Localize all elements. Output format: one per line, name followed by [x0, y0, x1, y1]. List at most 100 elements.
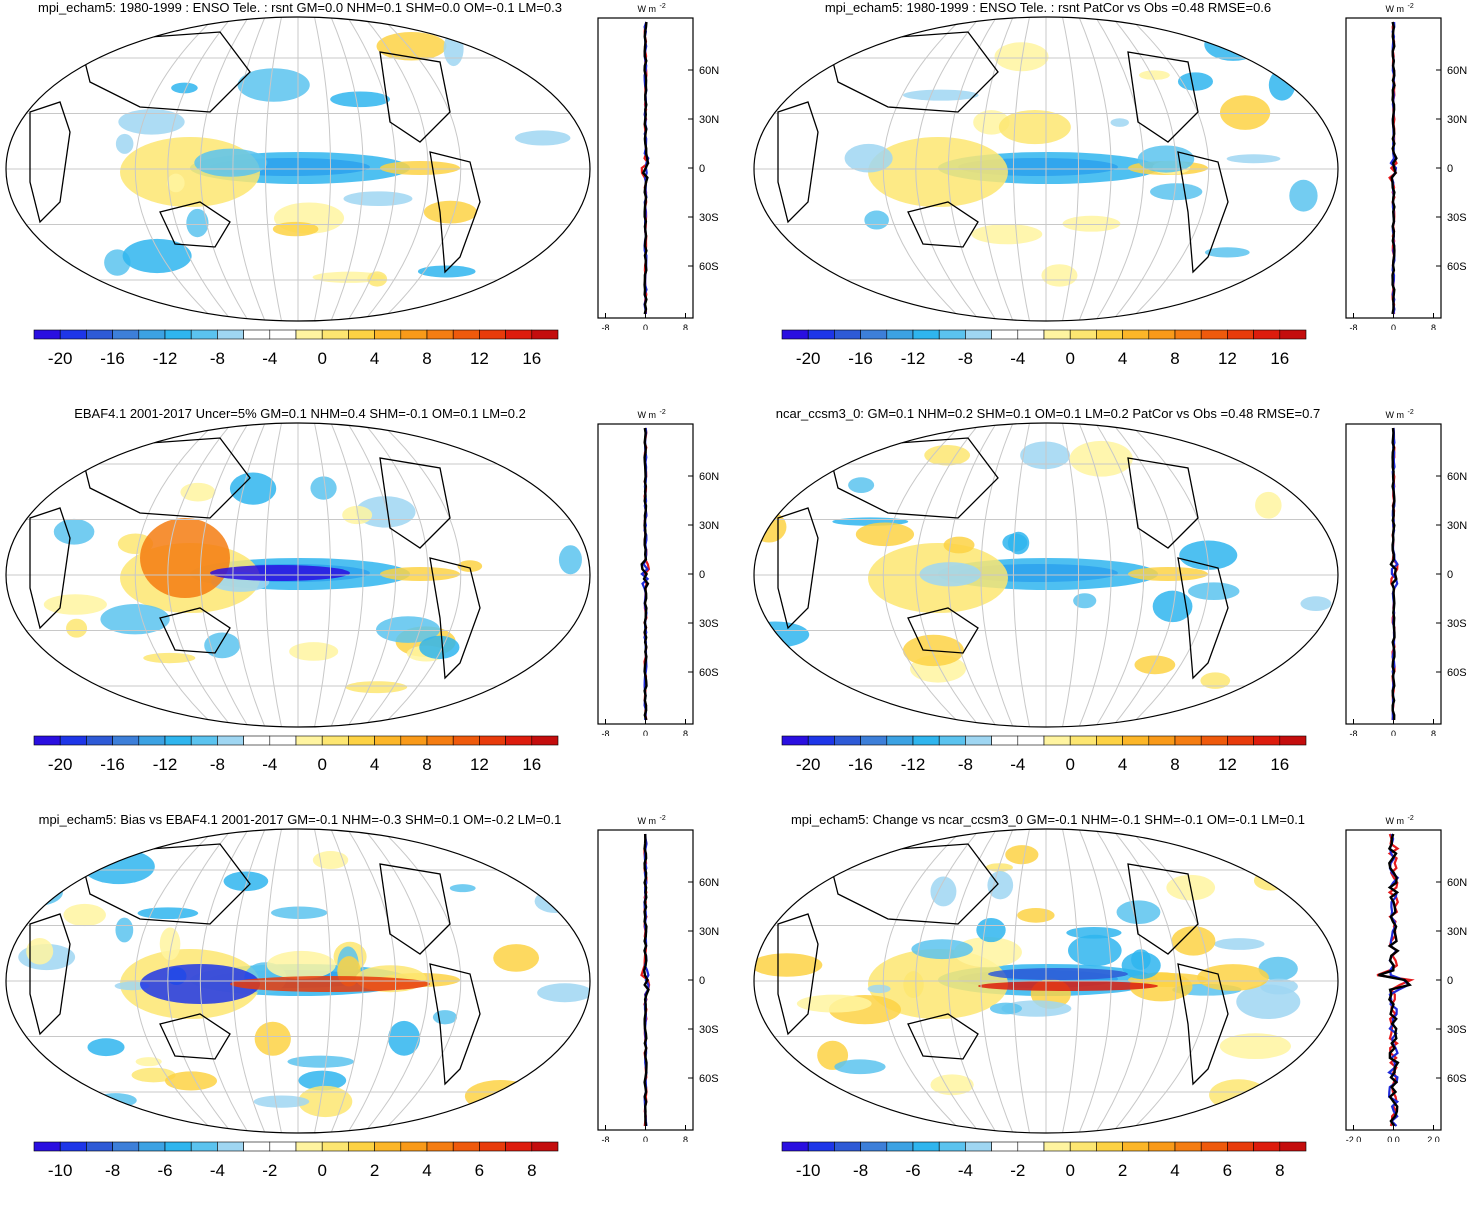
colorbar-swatch: [112, 735, 140, 746]
colorbar-label: -12: [153, 755, 178, 774]
colorbar: -10-8-6-4-20246810: [781, 1141, 1307, 1180]
map-outline: [5, 422, 591, 728]
colorbar-swatch: [33, 329, 61, 340]
colorbar-swatch: [965, 1141, 992, 1152]
colorbar-swatch: [269, 735, 297, 746]
colorbar-swatch: [400, 329, 428, 340]
units-label: W m: [638, 816, 657, 826]
colorbar-label: 12: [470, 755, 489, 774]
profile-tick-label: 0: [643, 729, 648, 736]
colorbar-swatch: [374, 329, 402, 340]
colorbar-label: -10: [796, 1161, 821, 1180]
profile-tick-label: -8: [1349, 323, 1357, 330]
map-panel: mpi_echam5: 1980-1999 : ENSO Tele. : rsn…: [0, 0, 740, 395]
colorbar-swatch: [1043, 735, 1071, 746]
colorbar-swatch: [965, 735, 992, 746]
colorbar: -10-8-6-4-20246810: [33, 1141, 559, 1180]
colorbar-label: -4: [262, 349, 277, 368]
profile-tick-label: 0: [643, 323, 648, 330]
colorbar-label: 0: [317, 349, 326, 368]
colorbar-swatch: [1253, 329, 1281, 340]
colorbar-label: -6: [905, 1161, 920, 1180]
colorbar-swatch: [452, 329, 480, 340]
colorbar-swatch: [1200, 735, 1228, 746]
profile-line-black_mean: [640, 427, 650, 721]
colorbar-swatch: [1069, 329, 1097, 340]
profile-tick-label: 8: [683, 323, 688, 330]
colorbar-swatch: [505, 735, 533, 746]
colorbar-label: 12: [1218, 349, 1237, 368]
colorbar-swatch: [531, 735, 559, 746]
colorbar-swatch: [938, 735, 966, 746]
colorbar-label: 16: [1270, 349, 1289, 368]
map-panel: EBAF4.1 2001-2017 Uncer=5% GM=0.1 NHM=0.…: [0, 406, 740, 801]
profile-tick-label: 0.0: [1387, 1135, 1400, 1142]
colorbar-swatch: [1174, 1141, 1202, 1152]
colorbar-label: -8: [958, 755, 973, 774]
units-superscript: -2: [660, 409, 666, 416]
colorbar-label: -20: [48, 755, 73, 774]
colorbar-swatch: [1200, 1141, 1228, 1152]
colorbar-swatch: [991, 735, 1019, 746]
colorbar-label: 4: [1118, 755, 1127, 774]
colorbar-label: 2: [370, 1161, 379, 1180]
colorbar-swatch: [1174, 735, 1202, 746]
colorbar-swatch: [86, 329, 113, 340]
lat-tick-label: 30S: [699, 1024, 719, 1036]
colorbar-label: -8: [958, 349, 973, 368]
colorbar-swatch: [269, 1141, 297, 1152]
units-superscript: -2: [1408, 409, 1414, 416]
colorbar-label: 8: [1170, 349, 1179, 368]
zonal-profile: W m -2 60N 30N 0 30S 60S -8 0 8: [1345, 3, 1467, 330]
colorbar-swatch: [479, 735, 506, 746]
colorbar-label: -16: [100, 755, 125, 774]
colorbar-swatch: [33, 1141, 61, 1152]
colorbar-label: 2: [1118, 1161, 1127, 1180]
colorbar-swatch: [1017, 1141, 1045, 1152]
colorbar-swatch: [834, 329, 861, 340]
colorbar-swatch: [112, 329, 140, 340]
lat-tick-label: 60N: [699, 65, 719, 77]
colorbar-swatch: [243, 329, 271, 340]
colorbar-swatch: [1253, 1141, 1281, 1152]
colorbar-swatch: [217, 329, 244, 340]
profile-line-black_mean: [1389, 427, 1398, 721]
colorbar-label: 16: [522, 755, 541, 774]
colorbar-swatch: [59, 735, 87, 746]
profile-tick-label: 8: [683, 1135, 688, 1142]
colorbar-swatch: [86, 1141, 113, 1152]
colorbar-label: -2: [1010, 1161, 1025, 1180]
colorbar-swatch: [321, 329, 349, 340]
profile-line-black_mean: [641, 21, 650, 315]
lat-tick-label: 30N: [699, 926, 719, 938]
colorbar-swatch: [886, 735, 914, 746]
map-outline: [753, 828, 1339, 1134]
map-outline: [5, 16, 591, 322]
colorbar-swatch: [295, 735, 323, 746]
world-map: [5, 422, 591, 728]
map-outline: [5, 828, 591, 1134]
zonal-profile: W m -2 60N 30N 0 30S 60S -8 0 8: [1345, 409, 1467, 736]
colorbar-swatch: [164, 1141, 192, 1152]
colorbar-swatch: [1148, 329, 1176, 340]
colorbar-swatch: [1069, 1141, 1097, 1152]
colorbar-swatch: [1122, 735, 1150, 746]
lat-tick-label: 0: [1447, 569, 1453, 581]
colorbar-swatch: [991, 1141, 1019, 1152]
lat-tick-label: 60S: [1447, 261, 1467, 273]
lat-tick-label: 60S: [699, 261, 719, 273]
colorbar-swatch: [243, 735, 271, 746]
zonal-profile: W m -2 60N 30N 0 30S 60S -8 0 8: [597, 409, 719, 736]
lat-tick-label: 30S: [1447, 212, 1467, 224]
colorbar-swatch: [426, 735, 454, 746]
colorbar-label: 4: [1170, 1161, 1179, 1180]
colorbar-swatch: [1279, 329, 1307, 340]
colorbar-swatch: [479, 329, 506, 340]
lat-tick-label: 0: [699, 569, 705, 581]
colorbar-label: 0: [317, 1161, 326, 1180]
units-label: W m: [638, 410, 657, 420]
lat-tick-label: 30N: [1447, 926, 1467, 938]
colorbar-label: -2: [262, 1161, 277, 1180]
profile-tick-label: 2.0: [1427, 1135, 1440, 1142]
colorbar-label: -16: [848, 349, 873, 368]
